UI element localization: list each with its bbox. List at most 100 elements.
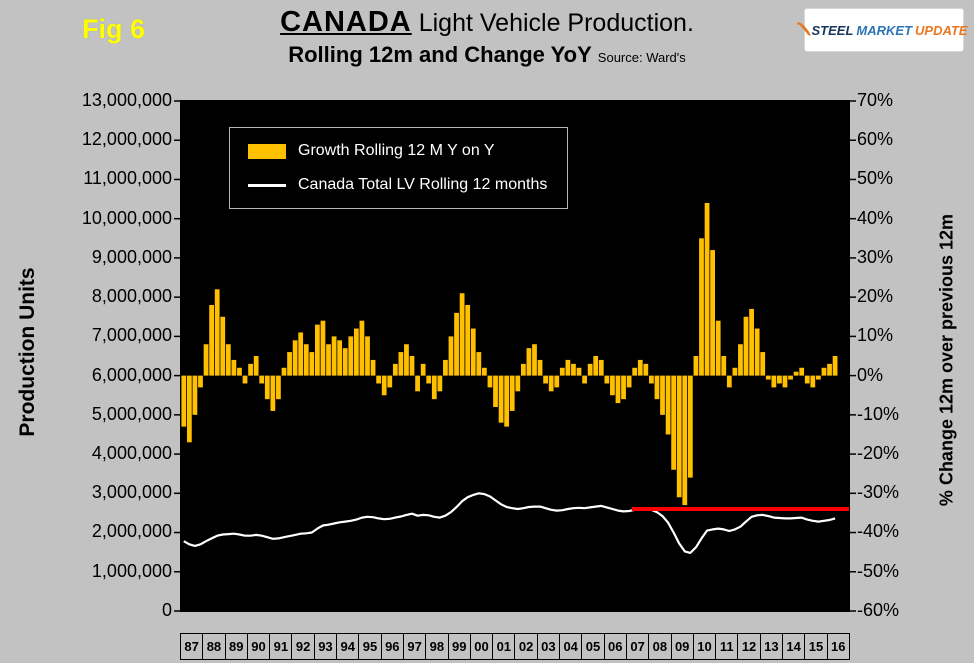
growth-bar (615, 375, 621, 404)
growth-bar (203, 344, 209, 376)
growth-bar (331, 336, 337, 376)
growth-bar (715, 320, 721, 376)
growth-bar (365, 336, 370, 376)
chart-title: CANADA Light Vehicle Production. Rolling… (180, 6, 794, 68)
title-line-2: Rolling 12m and Change YoY Source: Ward's (180, 42, 794, 68)
growth-bar (220, 316, 226, 376)
growth-bar (732, 367, 738, 376)
growth-bar (303, 344, 309, 376)
growth-bar (264, 375, 270, 400)
growth-bar (437, 375, 443, 392)
growth-bar (559, 367, 565, 376)
axis-tick-label: 14 (783, 634, 806, 659)
growth-bar (598, 359, 604, 376)
growth-bar (515, 375, 521, 392)
growth-bar (237, 367, 242, 376)
axis-tick-label: 30% (857, 246, 894, 267)
axis-tick-label: 95 (359, 634, 382, 659)
axis-tick-label: 12,000,000 (81, 129, 172, 150)
growth-bar (827, 363, 832, 376)
axis-tick-label: 4,000,000 (91, 442, 172, 463)
growth-bar (754, 328, 760, 376)
axis-tick-label: 01 (493, 634, 516, 659)
growth-bar (420, 363, 426, 376)
growth-bar (637, 359, 643, 376)
growth-bar (198, 375, 203, 388)
axis-tick-label: 20% (857, 286, 894, 307)
growth-bar (782, 375, 788, 388)
legend: Growth Rolling 12 M Y on Y Canada Total … (229, 127, 569, 209)
growth-bar (426, 375, 432, 384)
growth-bar (337, 340, 343, 376)
growth-bar (821, 367, 827, 376)
legend-item-rolling: Canada Total LV Rolling 12 months (248, 176, 547, 194)
axis-tick-label: 09 (672, 634, 694, 659)
title-rest: Light Vehicle Production. (411, 9, 694, 37)
axis-tick-label: 10,000,000 (81, 207, 172, 228)
axis-tick-label: 13,000,000 (81, 90, 172, 110)
growth-bar (593, 356, 599, 376)
axis-tick-label: 12 (738, 634, 761, 659)
axis-tick-label: 96 (382, 634, 404, 659)
axis-tick-label: 6,000,000 (91, 364, 172, 385)
axis-tick-label: 60% (857, 129, 894, 150)
growth-bar (721, 356, 727, 376)
growth-bar (398, 352, 404, 376)
x-axis-labels: 87 88 89 90 91 92 93 94 95 96 97 98 99 00 01 02 03 04 05 06… (180, 633, 850, 660)
axis-tick-label: 7,000,000 (91, 325, 172, 346)
left-axis-tick-labels: 13,000,000 12,000,000 11,000,000 10,000,000… (20, 89, 172, 621)
growth-bar (281, 367, 287, 376)
axis-tick-label: 99 (449, 634, 471, 659)
growth-bar (687, 375, 693, 478)
axis-tick-label: 88 (203, 634, 226, 659)
axis-tick-label: 15 (805, 634, 828, 659)
growth-bar (392, 363, 398, 376)
growth-bar (771, 375, 777, 388)
axis-tick-label: 16 (831, 639, 846, 654)
axis-tick-label: -20% (857, 442, 900, 463)
smu-logo: STEEL MARKET UPDATE (794, 8, 968, 52)
growth-bar (810, 375, 816, 388)
legend-item-growth: Growth Rolling 12 M Y on Y (248, 142, 547, 160)
axis-tick-label: 0% (857, 364, 884, 385)
axis-tick-label: 50% (857, 168, 894, 189)
axis-tick-label: 06 (605, 634, 627, 659)
axis-tick-label: 1,000,000 (91, 560, 172, 581)
growth-bar (253, 356, 259, 376)
growth-bar (181, 375, 187, 427)
axis-tick-label: 03 (538, 634, 561, 659)
growth-bar (749, 308, 754, 376)
growth-bar (192, 375, 198, 415)
growth-bar (816, 375, 821, 380)
logo-word-steel: STEEL (811, 22, 854, 38)
axis-tick-label: 08 (649, 634, 672, 659)
growth-bar (431, 375, 437, 400)
title-line-1: CANADA Light Vehicle Production. (180, 6, 794, 39)
growth-bar (587, 363, 593, 376)
growth-bar (576, 367, 582, 376)
growth-bar (470, 328, 476, 376)
growth-bar (793, 371, 799, 376)
growth-bar (353, 328, 359, 376)
axis-tick-label: 10 (694, 634, 717, 659)
growth-bar (777, 375, 782, 384)
logo-word-market: MARKET (856, 22, 913, 38)
growth-bar (448, 336, 454, 376)
growth-bar (381, 375, 387, 396)
axis-tick-label: 04 (560, 634, 583, 659)
right-axis-tick-labels: 70% 60% 50% 40% 30% 20% 10% 0% -10% -20% -30% -40% -… (857, 89, 927, 621)
growth-bar (465, 305, 471, 376)
growth-bar (554, 375, 560, 388)
growth-bar (660, 375, 665, 415)
growth-bar (649, 375, 654, 384)
axis-tick-label: 07 (627, 634, 650, 659)
growth-bar (287, 352, 292, 376)
growth-bar (225, 344, 231, 376)
growth-bar (326, 344, 331, 376)
growth-bar (270, 375, 276, 411)
growth-bar (760, 352, 766, 376)
growth-bar (214, 289, 220, 376)
growth-bar (699, 238, 704, 376)
axis-tick-label: -40% (857, 521, 900, 542)
chart-canvas (174, 100, 856, 612)
